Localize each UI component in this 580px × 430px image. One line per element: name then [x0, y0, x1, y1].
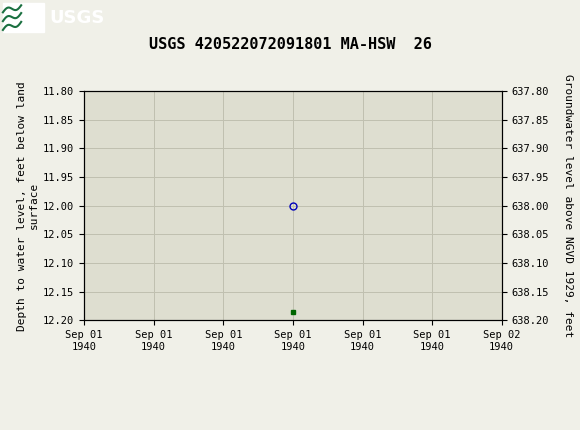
Y-axis label: Depth to water level, feet below land
surface: Depth to water level, feet below land su…	[17, 81, 39, 331]
Text: USGS 420522072091801 MA-HSW  26: USGS 420522072091801 MA-HSW 26	[148, 37, 432, 52]
Y-axis label: Groundwater level above NGVD 1929, feet: Groundwater level above NGVD 1929, feet	[563, 74, 573, 338]
Bar	[3, 3, 43, 32]
Text: USGS: USGS	[49, 9, 104, 27]
